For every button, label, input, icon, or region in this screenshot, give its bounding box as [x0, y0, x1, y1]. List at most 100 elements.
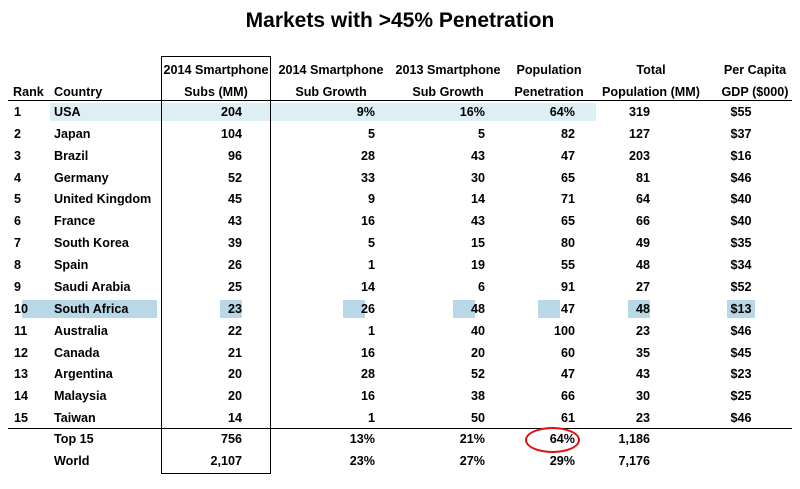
row-growth-2014: 28: [360, 367, 375, 381]
row-growth-2014: 16: [360, 346, 375, 360]
row-subs-2014: 14: [227, 411, 242, 425]
total-population: 7,176: [618, 454, 650, 468]
header-growth2014-line2: Sub Growth: [295, 85, 367, 99]
row-penetration: 47: [560, 367, 575, 381]
header-population-line2: Population (MM): [602, 85, 700, 99]
row-penetration: 47: [560, 149, 575, 163]
header-subs2014-line1: 2014 Smartphone: [163, 63, 269, 77]
subs-column-box: [161, 56, 271, 474]
row-subs-2014: 45: [227, 192, 242, 206]
row-country: Taiwan: [54, 411, 96, 425]
row-population: 319: [628, 105, 650, 119]
row-country: South Korea: [54, 236, 129, 250]
row-penetration: 47: [560, 302, 575, 316]
row-country: Canada: [54, 346, 100, 360]
row-population: 23: [635, 411, 650, 425]
row-rank: 12: [14, 346, 29, 360]
row-gdp: $46: [730, 324, 752, 338]
row-growth-2014: 16: [360, 214, 375, 228]
row-rank: 1: [14, 105, 22, 119]
row-country: Brazil: [54, 149, 89, 163]
row-rank: 4: [14, 171, 22, 185]
row-country: Malaysia: [54, 389, 107, 403]
row-gdp: $35: [730, 236, 752, 250]
row-gdp: $45: [730, 346, 752, 360]
row-gdp: $52: [730, 280, 752, 294]
row-growth-2014: 1: [367, 324, 375, 338]
row-penetration: 91: [560, 280, 575, 294]
total-growth-2014: 23%: [349, 454, 375, 468]
row-country: Argentina: [54, 367, 113, 381]
row-population: 127: [628, 127, 650, 141]
row-population: 48: [635, 302, 650, 316]
row-subs-2014: 23: [227, 302, 242, 316]
totals-divider: [8, 428, 792, 429]
header-gdp-line1: Per Capita: [723, 63, 787, 77]
top-divider: [8, 100, 792, 101]
highlight-sa-g14: [343, 300, 365, 318]
row-growth-2013: 16%: [459, 105, 485, 119]
row-population: 30: [635, 389, 650, 403]
row-country: Australia: [54, 324, 108, 338]
row-growth-2013: 30: [470, 171, 485, 185]
total-subs-2014: 2,107: [210, 454, 242, 468]
highlight-sa-rank: [22, 300, 157, 318]
total-population: 1,186: [618, 432, 650, 446]
row-growth-2014: 28: [360, 149, 375, 163]
row-growth-2013: 40: [470, 324, 485, 338]
row-penetration: 100: [553, 324, 575, 338]
row-gdp: $37: [730, 127, 752, 141]
row-growth-2013: 38: [470, 389, 485, 403]
row-growth-2013: 5: [477, 127, 485, 141]
highlight-sa-pen: [538, 300, 560, 318]
header-gdp-line2: GDP ($000): [721, 85, 789, 99]
total-label: Top 15: [54, 432, 94, 446]
total-subs-2014: 756: [220, 432, 242, 446]
header-country: Country: [54, 85, 103, 99]
row-subs-2014: 20: [227, 367, 242, 381]
total-growth-2013: 27%: [459, 454, 485, 468]
row-population: 43: [635, 367, 650, 381]
row-population: 48: [635, 258, 650, 272]
row-country: Spain: [54, 258, 89, 272]
row-growth-2014: 9%: [356, 105, 375, 119]
row-population: 23: [635, 324, 650, 338]
row-population: 27: [635, 280, 650, 294]
row-country: USA: [54, 105, 81, 119]
row-population: 64: [635, 192, 650, 206]
row-growth-2014: 5: [367, 236, 375, 250]
row-growth-2013: 20: [470, 346, 485, 360]
header-population-line1: Total: [636, 63, 666, 77]
row-penetration: 66: [560, 389, 575, 403]
row-penetration: 61: [560, 411, 575, 425]
row-population: 35: [635, 346, 650, 360]
row-gdp: $23: [730, 367, 752, 381]
row-rank: 3: [14, 149, 22, 163]
row-country: France: [54, 214, 96, 228]
row-rank: 14: [14, 389, 29, 403]
row-country: Japan: [54, 127, 91, 141]
circled-total-penetration: [525, 427, 580, 453]
row-gdp: $13: [730, 302, 752, 316]
row-rank: 7: [14, 236, 22, 250]
row-subs-2014: 21: [227, 346, 242, 360]
row-penetration: 60: [560, 346, 575, 360]
row-rank: 6: [14, 214, 22, 228]
row-subs-2014: 104: [220, 127, 242, 141]
total-growth-2014: 13%: [349, 432, 375, 446]
row-penetration: 71: [560, 192, 575, 206]
row-gdp: $46: [730, 411, 752, 425]
row-penetration: 55: [560, 258, 575, 272]
highlight-sa-g13: [453, 300, 475, 318]
row-growth-2014: 14: [360, 280, 375, 294]
row-rank: 5: [14, 192, 22, 206]
highlight-row-usa: [50, 103, 596, 121]
row-rank: 9: [14, 280, 22, 294]
row-country: United Kingdom: [54, 192, 152, 206]
row-gdp: $25: [730, 389, 752, 403]
row-growth-2013: 52: [470, 367, 485, 381]
row-subs-2014: 25: [227, 280, 242, 294]
row-rank: 13: [14, 367, 29, 381]
header-penetration-line2: Penetration: [514, 85, 584, 99]
header-subs2014-line2: Subs (MM): [184, 85, 248, 99]
